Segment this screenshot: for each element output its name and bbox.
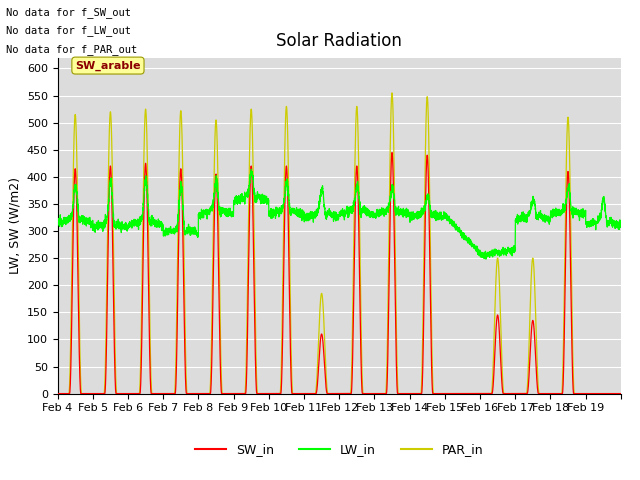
Title: Solar Radiation: Solar Radiation bbox=[276, 33, 402, 50]
Text: No data for f_LW_out: No data for f_LW_out bbox=[6, 25, 131, 36]
Text: No data for f_SW_out: No data for f_SW_out bbox=[6, 7, 131, 18]
Text: No data for f_PAR_out: No data for f_PAR_out bbox=[6, 44, 138, 55]
Y-axis label: LW, SW (W/m2): LW, SW (W/m2) bbox=[8, 177, 21, 274]
Text: SW_arable: SW_arable bbox=[76, 60, 141, 71]
Legend: SW_in, LW_in, PAR_in: SW_in, LW_in, PAR_in bbox=[189, 438, 489, 461]
